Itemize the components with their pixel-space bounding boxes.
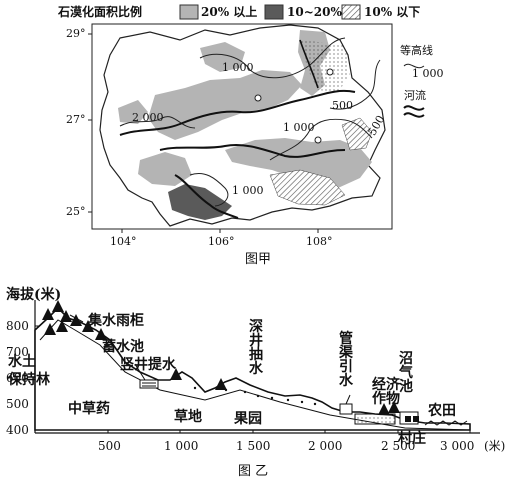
river-legend-label: 河流 [404,89,426,102]
label-canal: 管渠引水 [339,331,353,389]
canal-structure [339,403,353,415]
x-tick: 2 500 [381,439,416,453]
legend-label-20plus: 20% 以上 [201,5,258,19]
y-tick: 400 [6,423,29,437]
label-biogas: 沼气池 [399,351,413,395]
legend-swatch-10-20 [264,4,284,20]
village-houses [405,416,411,422]
y-axis-title: 海拔(米) [6,287,62,303]
river-legend-symbol [403,105,425,111]
label-soil-forest: 保持林 [8,372,50,388]
legend-swatch-10minus [341,4,361,20]
contour-1000-east [269,118,373,161]
pond-structure [139,379,159,389]
lat-label: 27° [66,113,86,126]
y-tick: 800 [6,319,29,333]
contour-legend-label: 等高线 [400,44,433,57]
x-tick: 1 500 [236,439,271,453]
lon-label: 104° [110,235,137,248]
village-houses [413,416,419,422]
orchard-dots [193,386,317,406]
y-tick: 600 [6,371,29,385]
farmland [424,420,468,426]
contour-label: 1 000 [232,184,264,197]
x-tick: 500 [98,439,121,453]
contour-500 [329,59,381,110]
label-orchard: 果园 [234,411,262,427]
region-10minus [269,169,346,206]
forest-trees [42,300,400,415]
cash-crop-field [354,413,396,425]
lat-label: 25° [66,205,86,218]
lon-label: 106° [208,235,235,248]
river-legend-symbol [403,112,425,118]
terrain-inner [39,319,471,431]
legend-label-10-20: 10~20% [287,5,342,19]
legend-swatch-20plus [179,4,199,20]
contour-label: 1 000 [222,61,254,74]
river [159,144,346,158]
region-20plus [200,42,245,72]
profile-caption: 图 乙 [238,464,269,479]
legend-label-10minus: 10% 以下 [364,5,421,19]
river [174,174,239,219]
legend-title: 石漠化面积比例 [58,5,143,19]
contour-legend-symbol [403,63,425,69]
contour-legend-value: 1 000 [412,67,444,80]
x-tick: 2 000 [308,439,343,453]
label-herbs: 中草药 [68,401,110,417]
region-dotted [300,40,350,92]
x-tick: 3 000 [440,439,475,453]
label-cash-crop: 经济作物 [372,377,400,407]
contour-label: 1 000 [283,121,315,134]
label-farmland: 农田 [428,403,456,419]
region-10-20 [168,184,232,220]
label-pond: 蓄水池 [102,339,144,355]
map-frame [91,23,393,230]
y-tick: 500 [6,397,29,411]
contour-label: 500 [332,99,353,112]
river [119,90,356,136]
lon-label: 108° [306,235,333,248]
y-tick: 700 [6,345,29,359]
label-grass: 草地 [174,409,202,425]
region-20plus [118,100,148,124]
label-village: 村庄 [398,431,426,447]
river [299,39,319,89]
label-deep-well: 深井抽水 [249,319,263,377]
label-rain-tank: 集水雨柜 [88,313,144,329]
contour-label: 2 000 [132,111,164,124]
region-10minus [341,117,373,151]
contour-2000 [119,116,196,129]
map-caption: 图甲 [245,252,272,267]
contour-1000-south [189,173,229,207]
x-tick: 1 000 [164,439,199,453]
contour-1000-north [199,37,346,79]
label-soil-forest: 水土 [8,354,36,370]
lat-label: 29° [66,27,86,40]
label-well-pump: 竖井提水 [120,357,176,373]
x-unit: (米) [484,439,506,453]
